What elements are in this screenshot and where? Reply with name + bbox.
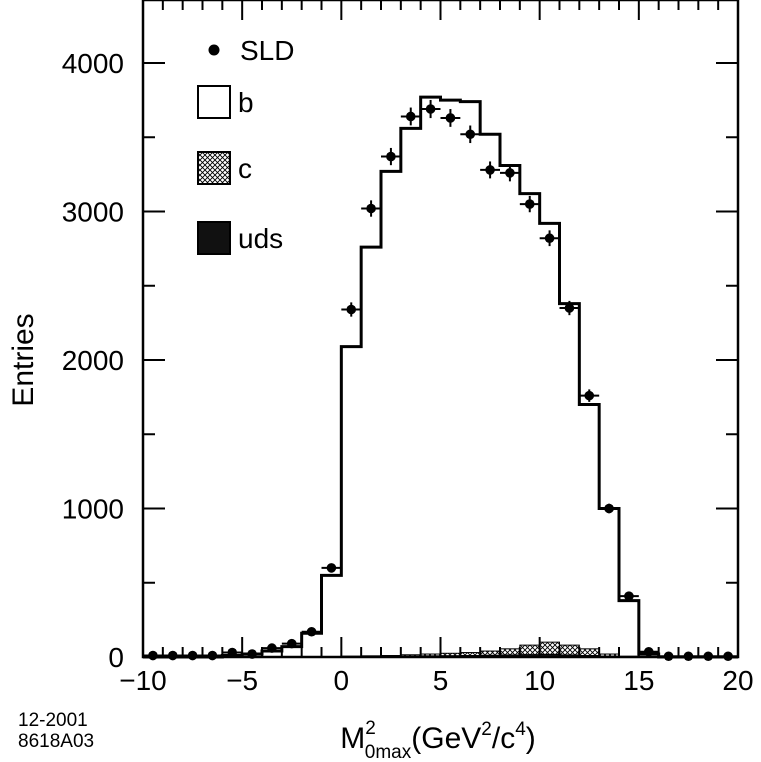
data-point xyxy=(485,165,495,175)
data-point xyxy=(524,199,535,209)
legend: SLD b c uds xyxy=(197,35,294,255)
data-point xyxy=(326,563,337,573)
data-point xyxy=(624,591,634,601)
data-point xyxy=(643,647,654,657)
legend-marker-c xyxy=(197,151,231,185)
x-tick-label: 5 xyxy=(433,665,449,696)
histogram-layer xyxy=(143,95,738,659)
y-tick-label: 4000 xyxy=(62,48,124,79)
data-point xyxy=(465,129,476,140)
stamp-date: 12-2001 xyxy=(18,710,88,731)
y-tick-label: 3000 xyxy=(62,197,124,228)
data-point xyxy=(148,650,158,661)
data-point xyxy=(445,113,456,123)
data-point xyxy=(604,503,614,514)
data-point xyxy=(227,647,238,658)
data-point xyxy=(207,650,218,661)
stamp-code: 8618A03 xyxy=(18,731,95,752)
legend-marker-b xyxy=(197,85,231,119)
y-axis-label: Entries xyxy=(7,313,40,406)
data-point xyxy=(544,233,555,244)
x-tick-label: 20 xyxy=(722,665,753,696)
legend-label-SLD: SLD xyxy=(240,35,294,66)
data-point xyxy=(505,168,515,178)
data-point xyxy=(267,643,277,653)
data-point xyxy=(286,638,297,649)
y-tick-label: 2000 xyxy=(62,345,124,376)
legend-label-c: c xyxy=(238,153,252,184)
data-point xyxy=(187,650,198,661)
y-tick-label: 0 xyxy=(108,642,124,673)
legend-label-b: b xyxy=(238,87,254,118)
legend-marker-sld xyxy=(208,44,220,56)
data-point xyxy=(306,626,317,637)
axes-layer: −10 −5 0 5 10 15 20 0 1000 2000 3000 4000 xyxy=(62,0,754,696)
data-point xyxy=(564,303,575,313)
x-tick-label: 10 xyxy=(524,665,555,696)
data-point xyxy=(346,304,357,315)
x-tick-label: 15 xyxy=(623,665,654,696)
data-point xyxy=(386,151,396,162)
x-tick-label: 0 xyxy=(334,665,350,696)
y-tick-label: 1000 xyxy=(62,494,124,525)
x-tick-label: −5 xyxy=(226,665,258,696)
hist-line-b xyxy=(143,95,738,659)
data-point xyxy=(366,203,376,214)
data-point xyxy=(584,390,595,401)
x-axis-label: M2 0max(GeV2/c4) xyxy=(340,718,536,762)
data-points-layer xyxy=(143,99,738,662)
x-tick-label: −10 xyxy=(119,665,167,696)
legend-label-uds: uds xyxy=(238,223,283,254)
legend-marker-uds xyxy=(197,221,231,255)
data-point xyxy=(405,111,416,122)
data-point xyxy=(167,650,178,661)
data-point xyxy=(425,104,436,114)
